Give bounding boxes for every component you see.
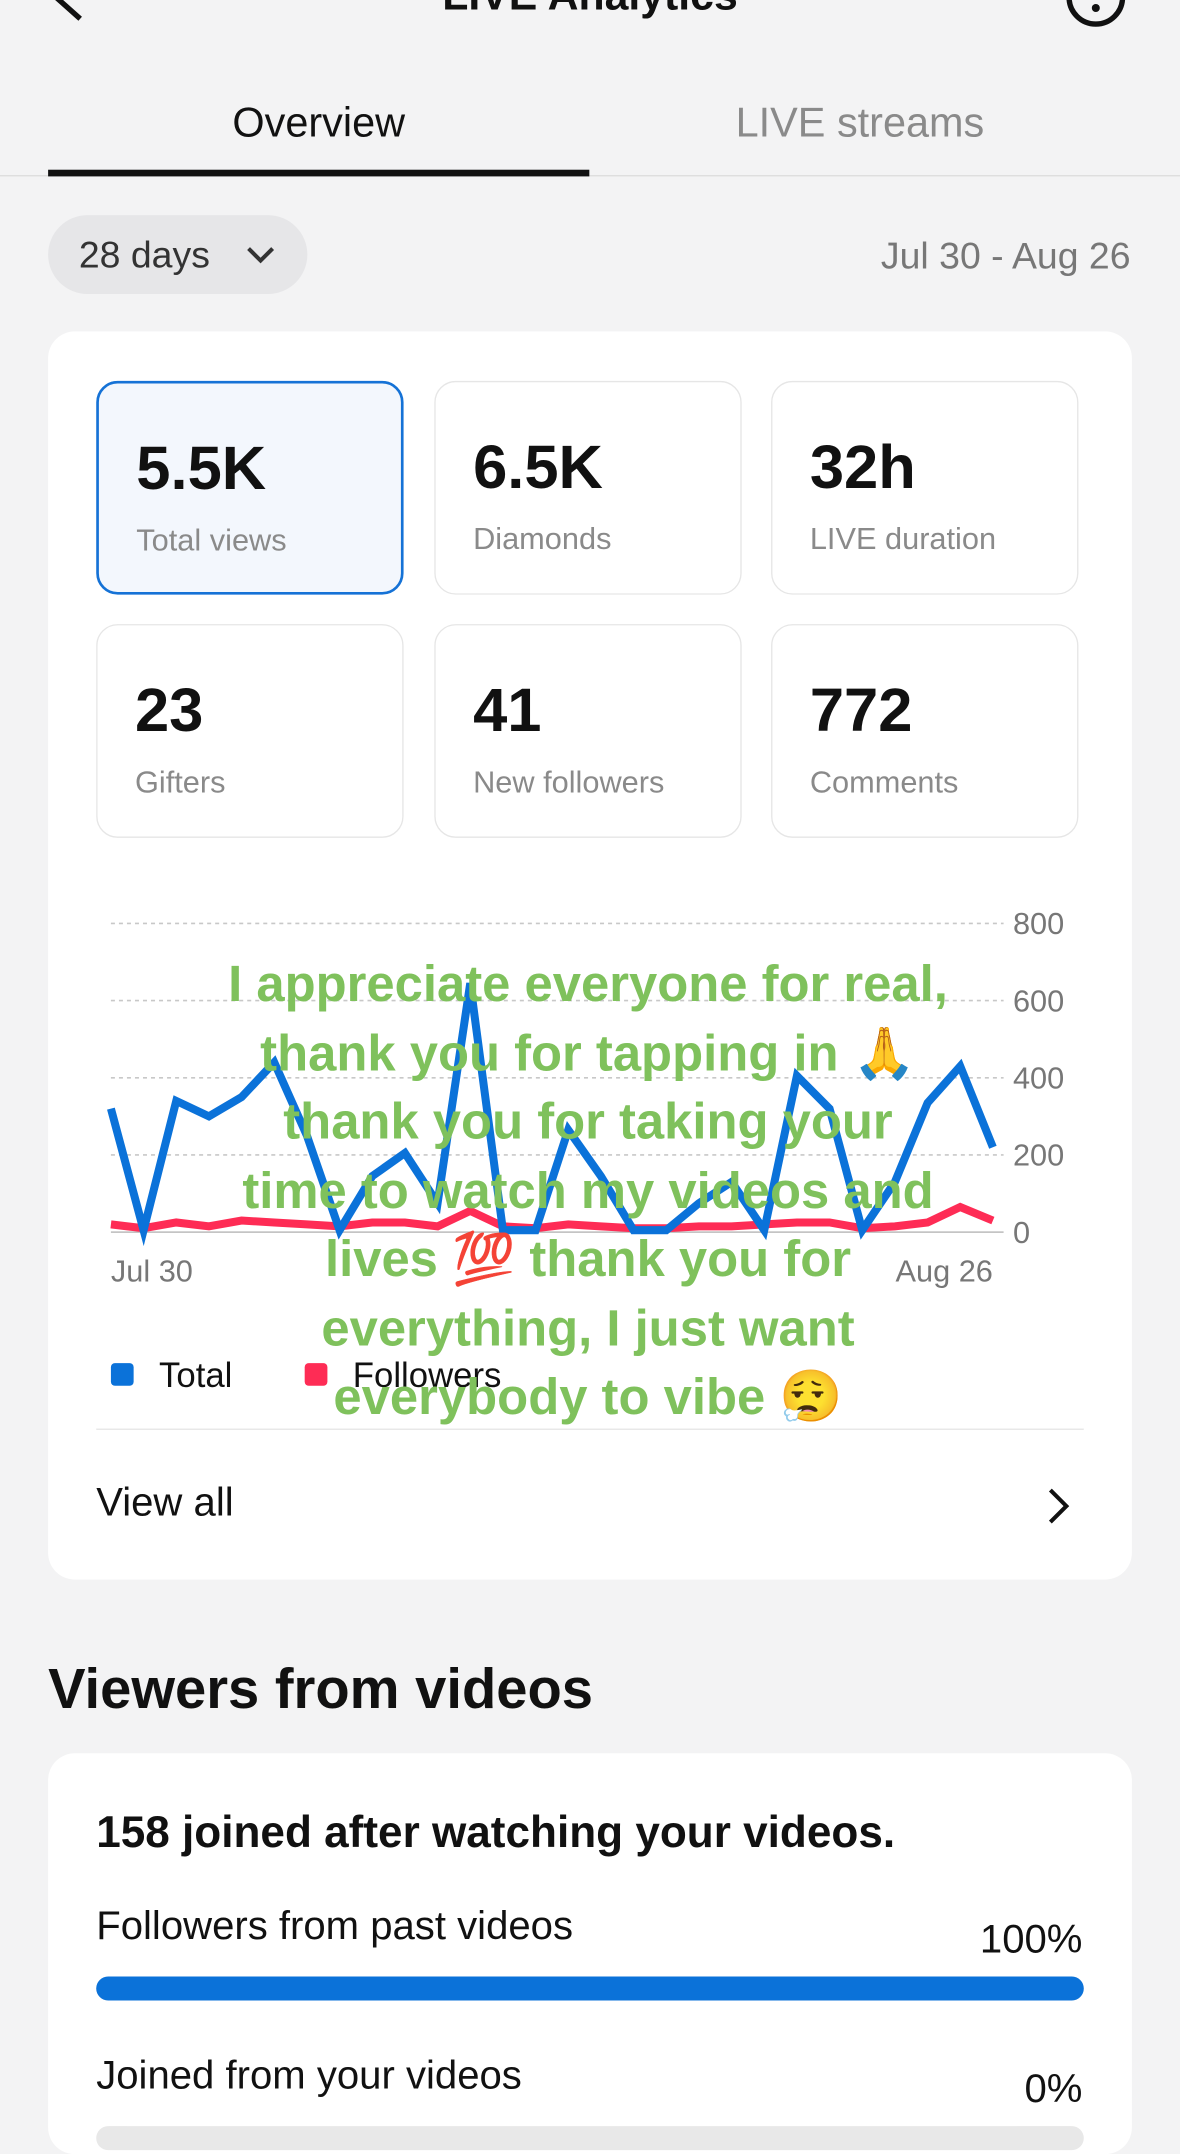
y-tick-label: 800 — [1013, 906, 1064, 941]
data-line — [107, 982, 997, 1247]
metric-value: 772 — [809, 674, 913, 745]
legend-swatch — [304, 1363, 328, 1386]
metric-value: 41 — [473, 674, 542, 745]
x-tick-label: Jul 30 — [111, 1254, 193, 1289]
range-button[interactable]: 28 days — [48, 215, 308, 294]
chart: 0 200 400 600 800 Jul 30 Aug 26 Total Followers — [107, 906, 1064, 1395]
legend-label: Total — [159, 1357, 232, 1395]
metric-card[interactable]: 772 Comments — [771, 624, 1079, 838]
chevron-right[interactable] — [1045, 1486, 1074, 1526]
y-tick-label: 400 — [1013, 1060, 1064, 1095]
metric-card[interactable]: 32h LIVE duration — [771, 380, 1079, 595]
metric-label: Total views — [136, 522, 287, 558]
viewers-card — [48, 1753, 1132, 2154]
section-title: Viewers from videos — [48, 1657, 594, 1720]
metric-card[interactable]: 23 Gifters — [96, 624, 404, 838]
metric-value: 6.5K — [473, 431, 603, 502]
view-all[interactable]: View all — [96, 1480, 234, 1525]
range-label: 28 days — [78, 233, 210, 276]
metric-card[interactable]: 41 New followers — [434, 624, 742, 838]
legend-swatch — [110, 1363, 134, 1386]
summary: 158 joined after watching your videos. — [96, 1806, 896, 1857]
tab[interactable]: LIVE streams — [735, 98, 985, 146]
metric-value: 5.5K — [136, 432, 267, 503]
metric-label: LIVE duration — [809, 521, 997, 556]
y-tick-label: 0 — [1013, 1215, 1030, 1250]
metric-label: Diamonds — [473, 521, 612, 556]
progress-track — [96, 2126, 1084, 2151]
chevron — [247, 247, 275, 264]
help-button[interactable] — [1062, 0, 1129, 33]
metric-value: 23 — [134, 674, 204, 745]
row-label: Followers from past videos — [96, 1904, 574, 1949]
row-value: 100% — [979, 1917, 1083, 1962]
y-tick-label: 200 — [1013, 1138, 1064, 1173]
tab-indicator — [48, 169, 590, 177]
page-title: LIVE Analytics — [0, 0, 1180, 20]
divider — [0, 175, 1180, 177]
date-range: Jul 30 - Aug 26 — [880, 235, 1131, 277]
row-label: Joined from your videos — [96, 2053, 522, 2099]
metric-label: Gifters — [134, 764, 226, 800]
overlay-caption: I appreciate everyone for real, thank yo… — [228, 956, 948, 1426]
metric-value: 32h — [809, 431, 916, 502]
metric-label: New followers — [473, 764, 665, 800]
progress-bar — [96, 1976, 1084, 2001]
row-value: 0% — [1024, 2067, 1083, 2112]
metric-label: Comments — [809, 764, 959, 800]
divider — [96, 1428, 1084, 1430]
metric-card[interactable]: 6.5K Diamonds — [434, 380, 742, 595]
x-tick-label: Aug 26 — [896, 1254, 993, 1289]
metric-card[interactable]: 5.5K Total views — [96, 380, 404, 595]
data-line — [110, 1202, 995, 1233]
tab[interactable]: Overview — [232, 98, 406, 146]
back-button[interactable] — [48, 0, 88, 27]
legend-label: Followers — [353, 1357, 502, 1395]
y-tick-label: 600 — [1013, 983, 1064, 1018]
